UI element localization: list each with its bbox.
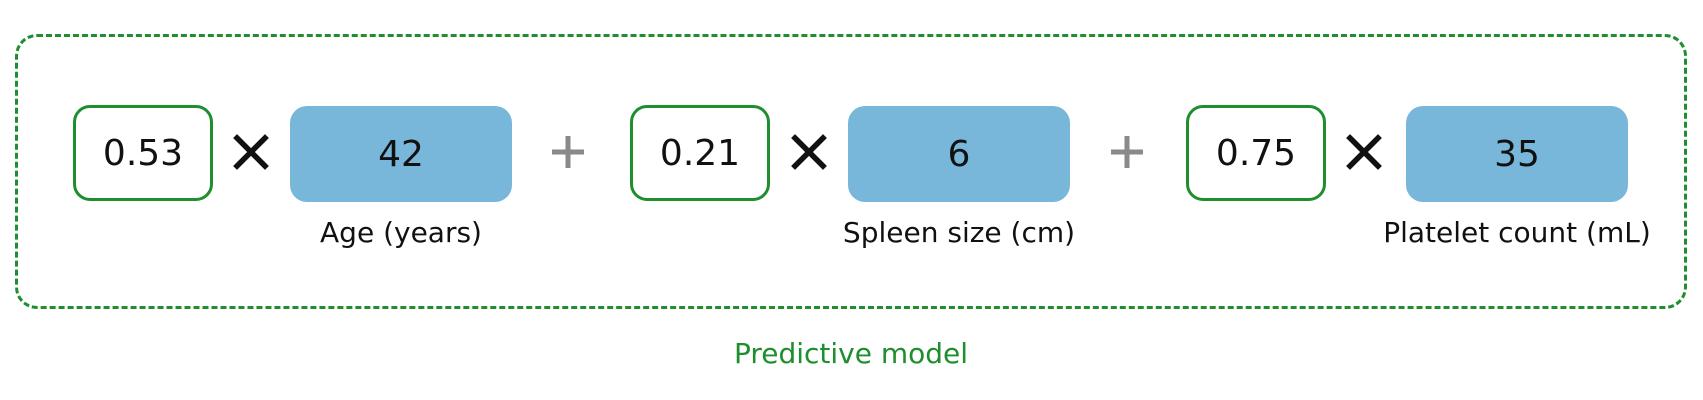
- times-icon: [225, 126, 277, 178]
- times-icon: [1338, 126, 1390, 178]
- coefficient-box-age: 0.53: [73, 105, 213, 201]
- variable-label-age: Age (years): [320, 216, 482, 249]
- variable-value: 6: [947, 133, 971, 175]
- variable-value: 35: [1494, 133, 1540, 175]
- coefficient-value: 0.53: [102, 132, 184, 174]
- plus-icon: [542, 126, 594, 178]
- predictive-model-frame: [15, 34, 1687, 309]
- predictive-model-label: Predictive model: [733, 337, 969, 370]
- plus-icon: [1101, 126, 1153, 178]
- coefficient-box-platelet: 0.75: [1186, 105, 1326, 201]
- variable-value: 42: [378, 133, 424, 175]
- value-box-platelet: 35: [1406, 106, 1628, 202]
- value-box-spleen: 6: [848, 106, 1070, 202]
- value-box-age: 42: [290, 106, 512, 202]
- coefficient-box-spleen: 0.21: [630, 105, 770, 201]
- times-icon: [783, 126, 835, 178]
- coefficient-value: 0.75: [1215, 132, 1297, 174]
- variable-label-platelet: Platelet count (mL): [1383, 216, 1651, 249]
- variable-label-spleen: Spleen size (cm): [842, 216, 1076, 249]
- coefficient-value: 0.21: [659, 132, 741, 174]
